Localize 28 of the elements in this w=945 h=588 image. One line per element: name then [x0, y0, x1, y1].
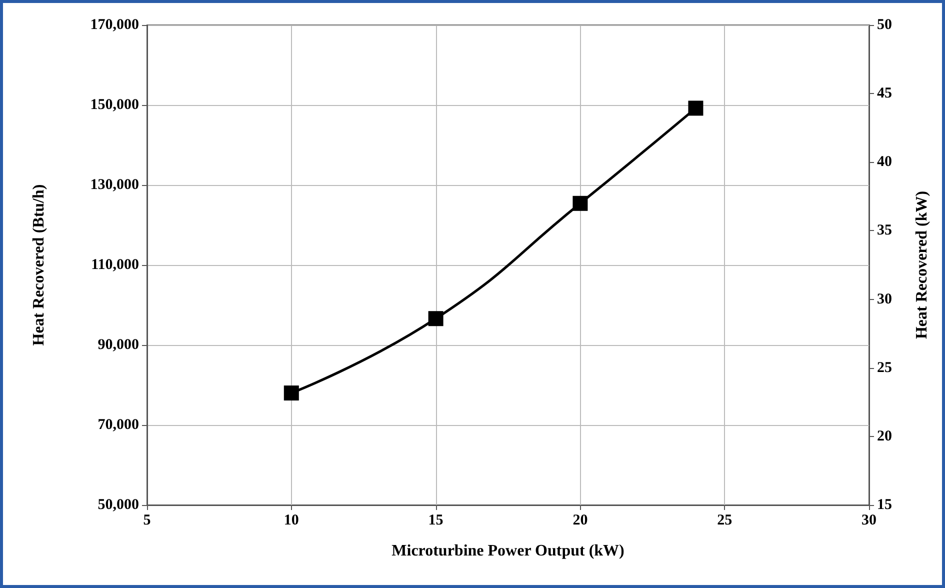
y2-tick-label: 45 — [877, 86, 892, 102]
y-tick-label: 110,000 — [91, 257, 139, 273]
y2-tick-label: 15 — [877, 497, 892, 513]
y2-tick-label: 20 — [877, 428, 892, 444]
y2-tick-label: 35 — [877, 222, 892, 239]
y2-tick-label: 30 — [877, 291, 892, 308]
point — [428, 311, 444, 326]
y-tick-label: 90,000 — [98, 337, 139, 353]
y-axis-title: Heat Recovered (Btu/h) — [30, 184, 48, 346]
x-tick-label: 5 — [143, 512, 151, 528]
y2-tick-label: 40 — [877, 154, 892, 170]
x-tick-label: 30 — [862, 512, 876, 528]
x-tick-label: 20 — [572, 512, 588, 528]
point — [688, 100, 704, 116]
x-tick-label: 10 — [284, 512, 299, 528]
y2-tick-label: 25 — [877, 360, 892, 376]
point — [572, 196, 588, 211]
y2-tick-label: 50 — [877, 17, 892, 33]
y2-axis-title: Heat Recovered (kW) — [914, 190, 930, 340]
x-axis-title: Microturbine Power Output (kW) — [392, 542, 624, 560]
y-tick-label: 150,000 — [90, 97, 139, 113]
y-tick-label: 50,000 — [98, 497, 139, 513]
x-tick-label: 25 — [717, 512, 732, 528]
y-tick-label: 70,000 — [98, 417, 139, 433]
y-tick-label: 130,000 — [90, 177, 139, 193]
point — [284, 386, 299, 400]
y-tick-label: 170,000 — [90, 17, 139, 33]
x-tick-label: 15 — [428, 512, 444, 528]
